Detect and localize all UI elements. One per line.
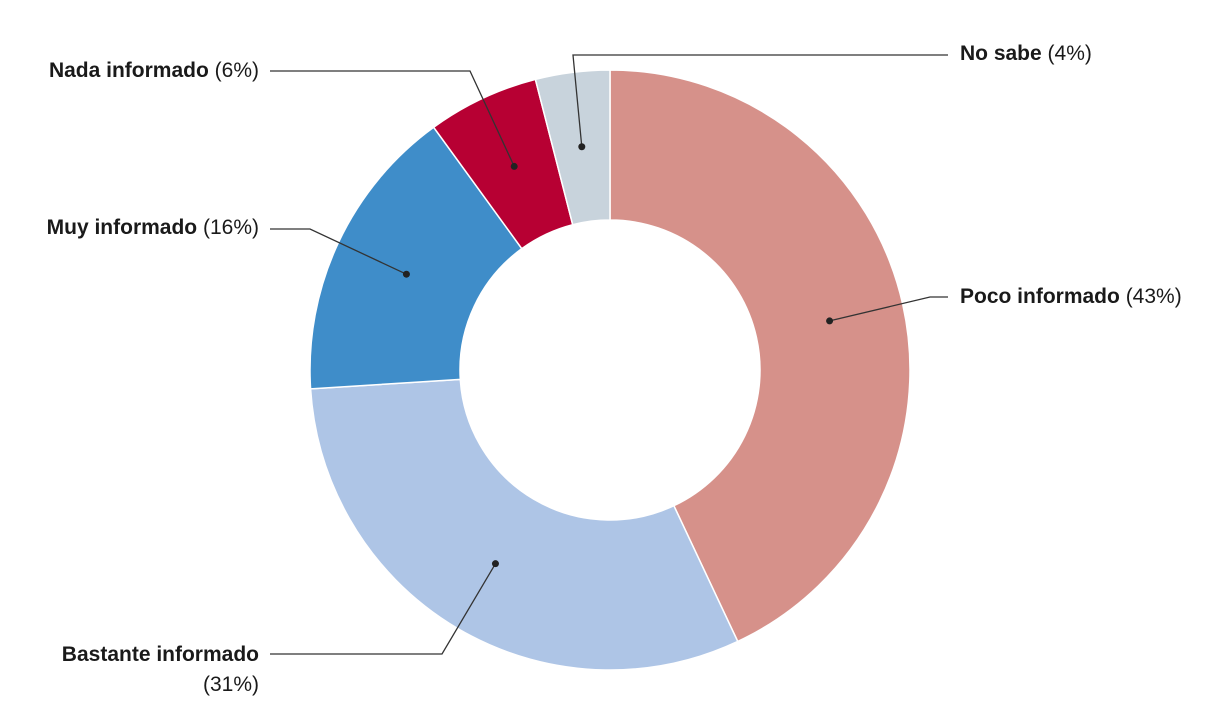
label-nada-informado-pct: (6%) [214, 59, 259, 82]
leader-dot-nada-informado [510, 162, 518, 170]
label-nada-informado-name: Nada informado [48, 59, 209, 82]
label-muy-informado: Muy informado (16%) [47, 215, 259, 241]
leader-dot-muy-informado [402, 270, 410, 278]
label-no-sabe-pct: (4%) [1047, 42, 1092, 65]
label-no-sabe: No sabe (4%) [960, 41, 1092, 67]
leader-dot-poco-informado [826, 317, 834, 325]
leader-line-no-sabe [572, 54, 948, 147]
label-poco-informado-name: Poco informado [960, 285, 1120, 308]
slice-poco-informado [609, 69, 911, 643]
leader-line-bastante-informado [270, 563, 497, 655]
leader-dot-bastante-informado [491, 560, 499, 568]
label-bastante-informado-name: Bastante informado [61, 643, 259, 666]
leader-line-nada-informado [270, 70, 515, 167]
label-no-sabe-name: No sabe [960, 42, 1042, 65]
label-muy-informado-pct: (16%) [202, 216, 259, 239]
label-bastante-informado: Bastante informado (31%) [62, 640, 259, 700]
leader-line-poco-informado [829, 296, 948, 322]
label-muy-informado-name: Muy informado [46, 216, 198, 239]
label-bastante-informado-pct: (31%) [202, 673, 259, 696]
slice-bastante-informado [309, 378, 739, 671]
slice-no-sabe [534, 69, 611, 226]
label-nada-informado: Nada informado (6%) [49, 58, 259, 84]
label-poco-informado: Poco informado (43%) [960, 284, 1182, 310]
slice-muy-informado [309, 126, 523, 390]
leader-dot-no-sabe [578, 143, 586, 151]
leader-line-muy-informado [270, 228, 407, 275]
label-poco-informado-pct: (43%) [1125, 285, 1182, 308]
